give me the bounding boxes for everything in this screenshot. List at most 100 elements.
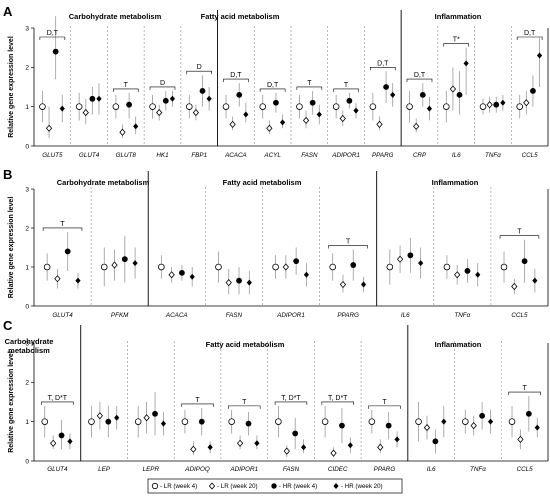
gene-label: HK1	[156, 152, 168, 159]
gene-label: LEPR	[143, 466, 160, 473]
y-tick-label: 2	[25, 380, 29, 387]
section-title: Inflammation	[432, 178, 479, 187]
significance-bracket	[149, 86, 176, 90]
significance-bracket	[328, 245, 368, 249]
point-lr-week20	[282, 263, 289, 271]
point-lr-week4	[158, 263, 165, 271]
point-lr-week20	[302, 116, 310, 125]
legend-marker-hr-week4	[271, 483, 277, 489]
point-hr-week20	[532, 277, 538, 284]
point-hr-week4	[419, 91, 426, 98]
point-lr-week20	[168, 271, 175, 279]
significance-bracket	[499, 235, 540, 239]
point-hr-week4	[236, 91, 243, 98]
point-lr-week20	[192, 108, 200, 117]
significance-label: T	[517, 229, 522, 236]
point-lr-week20	[511, 282, 518, 291]
point-hr-week20	[487, 418, 494, 425]
point-lr-week20	[190, 445, 197, 453]
point-hr-week20	[316, 111, 322, 118]
significance-bracket	[113, 88, 139, 92]
gene-label: PPARG	[372, 152, 394, 159]
y-tick-label: 0	[25, 458, 29, 465]
point-lr-week4	[368, 418, 376, 425]
point-hr-week4	[273, 99, 279, 106]
gene-group-acaca: ACACA D,T	[222, 72, 249, 159]
point-lr-week20	[82, 108, 89, 117]
point-hr-week4	[58, 432, 65, 439]
y-tick-label: 2	[25, 65, 29, 72]
gene-label: ADIPOQ	[184, 466, 210, 473]
section-title: Inflammation	[435, 340, 482, 349]
point-lr-week20	[283, 447, 290, 455]
point-lr-week4	[215, 263, 222, 271]
point-hr-week4	[432, 438, 439, 445]
point-hr-week4	[162, 97, 169, 104]
gene-group-adipor1: ADIPOR1 T	[331, 82, 360, 159]
gene-group-pfkm: PFKM	[100, 235, 138, 319]
gene-label: TNFα	[454, 312, 470, 319]
point-hr-week4	[64, 248, 71, 255]
point-lr-week4	[275, 418, 282, 425]
gene-group-glut4: GLUT4 T, D*T	[41, 395, 74, 473]
point-hr-week4	[407, 252, 414, 259]
gene-label: ADIPOR1	[276, 312, 305, 319]
point-hr-week20	[303, 271, 310, 278]
gene-group-pparg: PPARG T	[368, 399, 401, 473]
point-hr-week20	[169, 95, 176, 102]
point-lr-week20	[143, 414, 150, 422]
y-tick-label: 2	[25, 225, 29, 232]
point-hr-week20	[206, 95, 212, 102]
gene-group-ccl5: CCL5 T	[508, 385, 541, 473]
legend: - LR (week 4) - LR (week 20) - HR (week 4)…	[147, 478, 403, 494]
y-axis-label: Relative gene expression level	[8, 351, 15, 453]
point-lr-week4	[406, 103, 413, 110]
gene-label: CRP	[413, 152, 427, 159]
significance-bracket	[368, 405, 401, 409]
gene-label: FASN	[226, 312, 243, 319]
significance-label: D,T	[414, 72, 426, 79]
significance-bracket	[274, 401, 308, 405]
gene-group-lepr: LEPR	[134, 392, 167, 473]
gene-label: CCL5	[522, 152, 539, 159]
point-lr-week4	[43, 263, 51, 271]
gene-group-cidec: CIDEC T, D*T	[321, 395, 354, 473]
point-hr-week20	[500, 99, 506, 106]
section-title: Fatty acid metabolism	[223, 178, 302, 187]
point-hr-week4	[245, 420, 252, 427]
y-axis-label: Relative gene expression level	[8, 36, 15, 138]
significance-bracket	[406, 78, 433, 83]
point-lr-week4	[149, 103, 156, 110]
significance-label: T	[307, 80, 312, 87]
point-lr-week4	[41, 418, 49, 425]
section-title: Fatty acid metabolism	[206, 340, 285, 349]
gene-label: LEP	[98, 466, 111, 473]
significance-label: T, D*T	[48, 395, 68, 402]
gene-group-il6: IL6	[415, 402, 447, 473]
point-hr-week20	[418, 260, 424, 267]
point-lr-week20	[413, 122, 420, 130]
point-lr-week4	[443, 263, 451, 271]
point-lr-week20	[45, 124, 53, 132]
point-lr-week4	[479, 103, 487, 110]
point-hr-week4	[464, 268, 471, 274]
point-lr-week4	[181, 418, 189, 425]
gene-label: IL6	[452, 152, 461, 159]
significance-label: D,T	[377, 60, 389, 67]
point-lr-week20	[156, 108, 163, 117]
y-tick-label: 1	[25, 419, 29, 426]
point-hr-week20	[254, 440, 260, 447]
gene-group-il6: IL6	[386, 237, 424, 319]
point-hr-week4	[126, 101, 132, 108]
gene-label: TNFα	[485, 152, 501, 159]
point-hr-week20	[390, 91, 396, 98]
point-hr-week4	[525, 410, 532, 417]
point-lr-week4	[516, 103, 524, 110]
point-lr-week4	[186, 103, 193, 110]
gene-group-fasn: FASN T	[296, 80, 323, 159]
point-lr-week4	[39, 103, 46, 110]
gene-group-ccl5: CCL5 D,T	[516, 30, 543, 159]
point-hr-week4	[105, 418, 112, 425]
point-lr-week20	[50, 439, 57, 447]
point-hr-week20	[347, 442, 353, 449]
